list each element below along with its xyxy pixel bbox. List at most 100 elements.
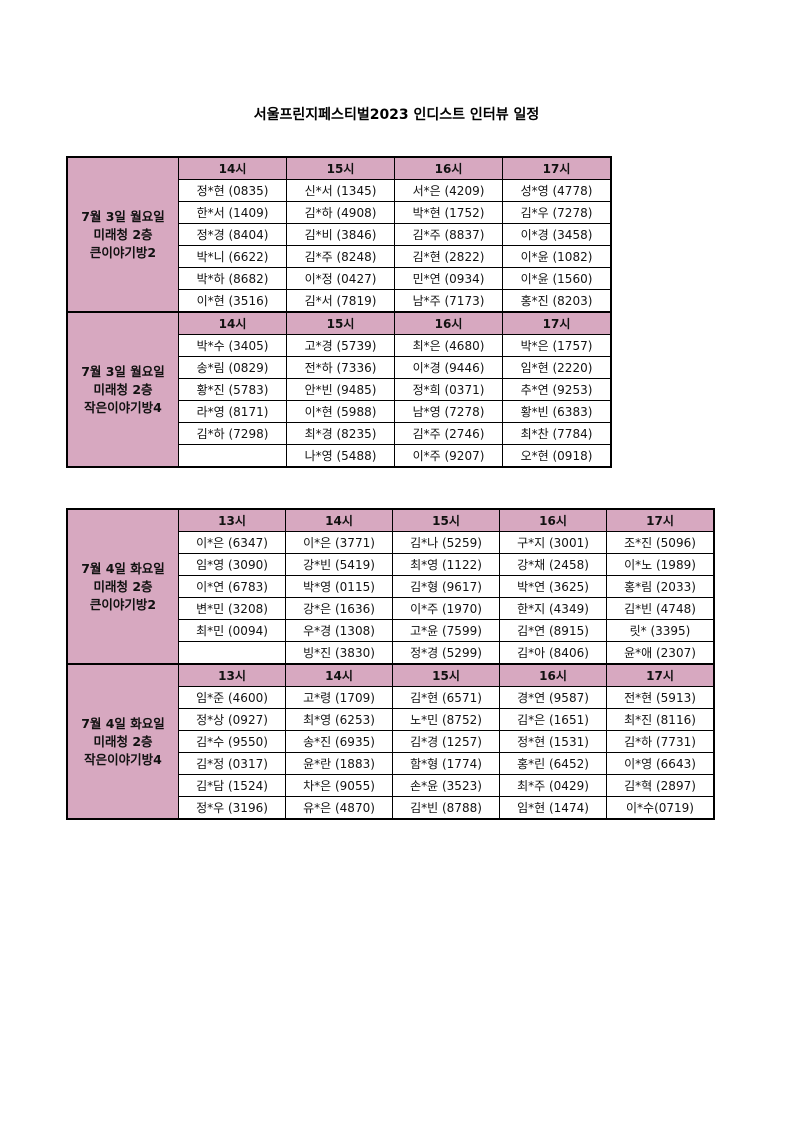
interview-slot: 정*현 (0835) [178, 179, 287, 202]
table-row: 정*우 (3196) 유*은 (4870) 김*빈 (8788) 임*현 (1474)… [67, 796, 715, 820]
table-row: 라*영 (8171) 이*현 (5988) 남*영 (7278) 황*빈 (6383) [67, 400, 612, 423]
table-row: 이*연 (6783) 박*영 (0115) 김*형 (9617) 박*연 (3625)… [67, 575, 715, 598]
time-header: 16시 [394, 156, 503, 180]
table-row: 김*수 (9550) 송*진 (6935) 김*경 (1257) 정*현 (1531)… [67, 730, 715, 753]
session-label: 7월 4일 화요일 미래청 2층 작은이야기방4 [66, 663, 179, 820]
interview-slot: 노*민 (8752) [392, 708, 500, 731]
time-header: 15시 [286, 311, 395, 335]
interview-slot: 황*빈 (6383) [502, 400, 612, 423]
interview-slot: 김*빈 (8788) [392, 796, 500, 820]
interview-slot: 강*빈 (5419) [285, 553, 393, 576]
interview-slot: 김*우 (7278) [502, 201, 612, 224]
time-header: 13시 [178, 508, 286, 532]
interview-slot: 최*경 (8235) [286, 422, 395, 445]
interview-slot: 황*진 (5783) [178, 378, 287, 401]
table-row: 박*수 (3405) 고*경 (5739) 최*은 (4680) 박*은 (1757) [67, 334, 612, 357]
interview-slot: 임*영 (3090) [178, 553, 286, 576]
table-row: 김*담 (1524) 차*은 (9055) 손*윤 (3523) 최*주 (0429)… [67, 774, 715, 797]
interview-slot: 전*현 (5913) [606, 686, 715, 709]
time-header: 17시 [502, 156, 612, 180]
session-label-line: 미래청 2층 [93, 733, 153, 749]
interview-slot [178, 641, 286, 665]
interview-slot: 김*연 (8915) [499, 619, 607, 642]
session-label-line: 7월 4일 화요일 [81, 560, 165, 576]
interview-slot: 고*윤 (7599) [392, 619, 500, 642]
interview-slot: 이*현 (3516) [178, 289, 287, 313]
interview-slot: 이*은 (3771) [285, 531, 393, 554]
interview-slot: 정*경 (5299) [392, 641, 500, 665]
interview-slot: 정*우 (3196) [178, 796, 286, 820]
interview-slot: 김*나 (5259) [392, 531, 500, 554]
interview-slot: 이*은 (6347) [178, 531, 286, 554]
interview-slot: 이*노 (1989) [606, 553, 715, 576]
interview-slot: 김*비 (3846) [286, 223, 395, 246]
header-row: 7월 3일 월요일 미래청 2층 큰이야기방2 14시 15시 16시 17시 [66, 156, 612, 313]
interview-slot: 이*주 (1970) [392, 597, 500, 620]
interview-slot: 최*영 (6253) [285, 708, 393, 731]
table-row: 최*민 (0094) 우*경 (1308) 고*윤 (7599) 김*연 (8915)… [67, 619, 715, 642]
interview-slot: 이*윤 (1082) [502, 245, 612, 268]
time-header: 16시 [499, 508, 607, 532]
interview-slot: 오*현 (0918) [502, 444, 612, 468]
table-row: 박*니 (6622) 김*주 (8248) 김*현 (2822) 이*윤 (1082) [67, 245, 612, 268]
interview-slot: 임*준 (4600) [178, 686, 286, 709]
interview-slot: 최*민 (0094) [178, 619, 286, 642]
interview-slot: 고*경 (5739) [286, 334, 395, 357]
interview-slot: 박*니 (6622) [178, 245, 287, 268]
time-header: 15시 [286, 156, 395, 180]
session-label: 7월 3일 월요일 미래청 2층 작은이야기방4 [66, 311, 179, 468]
interview-slot: 김*담 (1524) [178, 774, 286, 797]
interview-slot: 이*현 (5988) [286, 400, 395, 423]
session-label-line: 7월 3일 월요일 [81, 363, 165, 379]
time-header: 15시 [392, 508, 500, 532]
interview-slot [178, 444, 287, 468]
interview-slot: 김*은 (1651) [499, 708, 607, 731]
table-row: 황*진 (5783) 안*빈 (9485) 정*희 (0371) 추*연 (9253) [67, 378, 612, 401]
interview-slot: 윤*란 (1883) [285, 752, 393, 775]
schedule-table-july-4: 7월 4일 화요일 미래청 2층 큰이야기방2 13시 14시 15시 16시 17시 이*은 … [66, 508, 715, 820]
time-header: 17시 [606, 508, 715, 532]
interview-slot: 정*현 (1531) [499, 730, 607, 753]
table-row: 김*정 (0317) 윤*란 (1883) 함*형 (1774) 홍*린 (6452)… [67, 752, 715, 775]
interview-slot: 김*서 (7819) [286, 289, 395, 313]
interview-slot: 나*영 (5488) [286, 444, 395, 468]
session-label-line: 미래청 2층 [93, 381, 153, 397]
interview-slot: 김*현 (2822) [394, 245, 503, 268]
interview-slot: 김*혁 (2897) [606, 774, 715, 797]
session-label: 7월 3일 월요일 미래청 2층 큰이야기방2 [66, 156, 179, 313]
interview-slot: 구*지 (3001) [499, 531, 607, 554]
interview-slot: 성*영 (4778) [502, 179, 612, 202]
interview-slot: 김*빈 (4748) [606, 597, 715, 620]
interview-slot: 정*희 (0371) [394, 378, 503, 401]
time-header: 14시 [285, 508, 393, 532]
interview-slot: 김*주 (8837) [394, 223, 503, 246]
interview-slot: 송*림 (0829) [178, 356, 287, 379]
interview-slot: 김*아 (8406) [499, 641, 607, 665]
interview-slot: 릿* (3395) [606, 619, 715, 642]
interview-slot: 이*수(0719) [606, 796, 715, 820]
interview-slot: 경*연 (9587) [499, 686, 607, 709]
table-row: 나*영 (5488) 이*주 (9207) 오*현 (0918) [67, 444, 612, 468]
header-row: 7월 4일 화요일 미래청 2층 큰이야기방2 13시 14시 15시 16시 17시 [66, 508, 715, 665]
interview-slot: 김*현 (6571) [392, 686, 500, 709]
interview-slot: 강*은 (1636) [285, 597, 393, 620]
interview-slot: 홍*림 (2033) [606, 575, 715, 598]
interview-slot: 최*은 (4680) [394, 334, 503, 357]
time-header: 17시 [606, 663, 715, 687]
table-row: 정*경 (8404) 김*비 (3846) 김*주 (8837) 이*경 (3458) [67, 223, 612, 246]
schedule-table-july-3: 7월 3일 월요일 미래청 2층 큰이야기방2 14시 15시 16시 17시 정*현 (08… [66, 156, 612, 468]
interview-slot: 정*상 (0927) [178, 708, 286, 731]
interview-slot: 박*영 (0115) [285, 575, 393, 598]
table-row: 김*하 (7298) 최*경 (8235) 김*주 (2746) 최*찬 (7784) [67, 422, 612, 445]
table-row: 박*하 (8682) 이*정 (0427) 민*연 (0934) 이*윤 (1560) [67, 267, 612, 290]
interview-slot: 최*주 (0429) [499, 774, 607, 797]
interview-slot: 이*정 (0427) [286, 267, 395, 290]
document-title: 서울프린지페스티벌2023 인디스트 인터뷰 일정 [253, 107, 540, 123]
time-header: 16시 [499, 663, 607, 687]
time-header: 15시 [392, 663, 500, 687]
interview-slot: 추*연 (9253) [502, 378, 612, 401]
interview-slot: 박*은 (1757) [502, 334, 612, 357]
interview-slot: 이*윤 (1560) [502, 267, 612, 290]
interview-slot: 최*찬 (7784) [502, 422, 612, 445]
interview-slot: 이*경 (9446) [394, 356, 503, 379]
